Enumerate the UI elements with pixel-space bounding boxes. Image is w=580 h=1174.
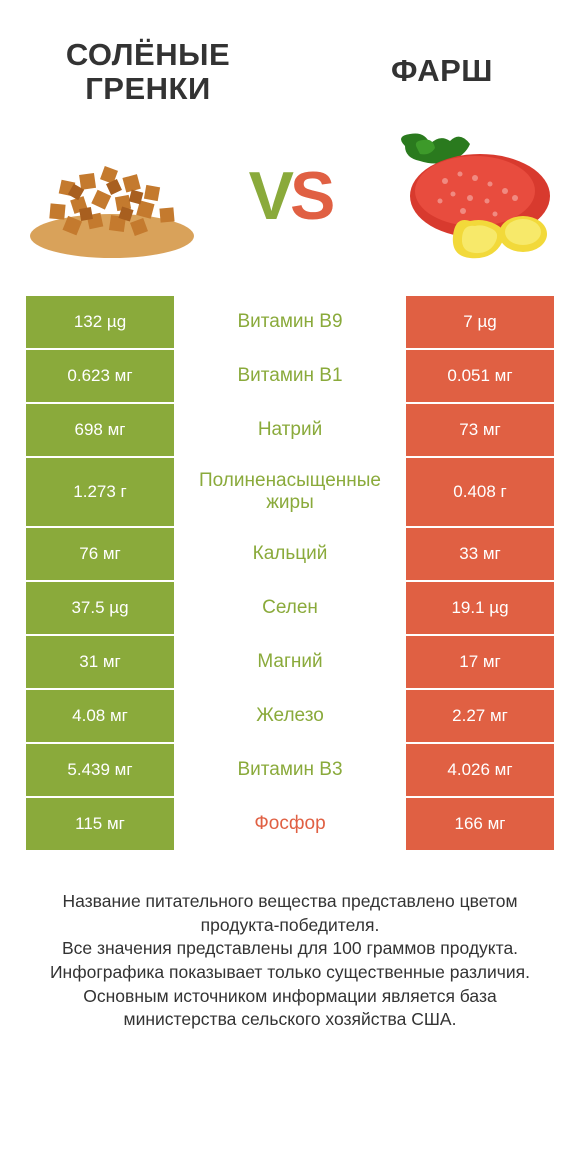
value-left: 4.08 мг bbox=[26, 690, 174, 742]
nutrient-label: Фосфор bbox=[174, 798, 406, 850]
value-left: 698 мг bbox=[26, 404, 174, 456]
vs-label: VS bbox=[249, 157, 332, 235]
value-right: 33 мг bbox=[406, 528, 554, 580]
value-right: 0.408 г bbox=[406, 458, 554, 526]
title-right: ФАРШ bbox=[362, 54, 522, 106]
food-image-right bbox=[375, 126, 560, 266]
nutrient-label: Витамин B3 bbox=[174, 744, 406, 796]
table-row: 0.623 мгВитамин B10.051 мг bbox=[26, 350, 554, 402]
nutrient-label: Железо bbox=[174, 690, 406, 742]
value-right: 166 мг bbox=[406, 798, 554, 850]
vs-row: VS bbox=[0, 116, 580, 296]
value-right: 19.1 µg bbox=[406, 582, 554, 634]
value-left: 1.273 г bbox=[26, 458, 174, 526]
value-right: 0.051 мг bbox=[406, 350, 554, 402]
table-row: 76 мгКальций33 мг bbox=[26, 528, 554, 580]
table-row: 31 мгМагний17 мг bbox=[26, 636, 554, 688]
header: СОЛЁНЫЕГРЕНКИ ФАРШ bbox=[0, 0, 580, 116]
value-left: 5.439 мг bbox=[26, 744, 174, 796]
value-right: 17 мг bbox=[406, 636, 554, 688]
table-row: 37.5 µgСелен19.1 µg bbox=[26, 582, 554, 634]
nutrient-label: Магний bbox=[174, 636, 406, 688]
comparison-table: 132 µgВитамин B97 µg0.623 мгВитамин B10.… bbox=[0, 296, 580, 850]
table-row: 5.439 мгВитамин B34.026 мг bbox=[26, 744, 554, 796]
value-right: 2.27 мг bbox=[406, 690, 554, 742]
value-left: 115 мг bbox=[26, 798, 174, 850]
nutrient-label: Витамин B1 bbox=[174, 350, 406, 402]
value-right: 4.026 мг bbox=[406, 744, 554, 796]
nutrient-label: Селен bbox=[174, 582, 406, 634]
footer-text: Название питательного вещества представл… bbox=[0, 850, 580, 1052]
table-row: 4.08 мгЖелезо2.27 мг bbox=[26, 690, 554, 742]
nutrient-label: Кальций bbox=[174, 528, 406, 580]
table-row: 132 µgВитамин B97 µg bbox=[26, 296, 554, 348]
vs-v-letter: V bbox=[249, 158, 290, 234]
nutrient-label: Витамин B9 bbox=[174, 296, 406, 348]
value-left: 0.623 мг bbox=[26, 350, 174, 402]
nutrient-label: Натрий bbox=[174, 404, 406, 456]
value-right: 7 µg bbox=[406, 296, 554, 348]
food-image-left bbox=[20, 126, 205, 266]
value-left: 31 мг bbox=[26, 636, 174, 688]
value-left: 37.5 µg bbox=[26, 582, 174, 634]
value-left: 76 мг bbox=[26, 528, 174, 580]
value-right: 73 мг bbox=[406, 404, 554, 456]
table-row: 115 мгФосфор166 мг bbox=[26, 798, 554, 850]
table-row: 1.273 гПолиненасыщенные жиры0.408 г bbox=[26, 458, 554, 526]
table-row: 698 мгНатрий73 мг bbox=[26, 404, 554, 456]
nutrient-label: Полиненасыщенные жиры bbox=[174, 458, 406, 526]
title-left: СОЛЁНЫЕГРЕНКИ bbox=[58, 38, 238, 106]
value-left: 132 µg bbox=[26, 296, 174, 348]
vs-s-letter: S bbox=[290, 158, 331, 234]
